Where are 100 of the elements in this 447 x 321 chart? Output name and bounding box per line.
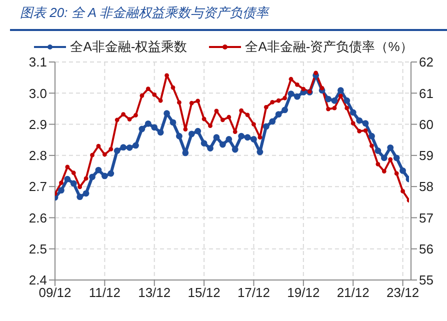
x-tick-label: 23/12 [386,285,420,300]
point [269,118,276,125]
x-tick-label: 19/12 [287,285,320,300]
point [282,106,288,114]
point [140,93,144,98]
point [370,144,374,148]
point [196,98,200,104]
x-tick-label: 13/12 [138,285,171,300]
point [376,162,380,166]
point [65,164,70,170]
point [58,187,64,194]
point [356,117,363,124]
point [226,114,232,120]
point [151,124,158,131]
point [219,141,226,148]
point [108,170,114,177]
point [350,121,356,126]
point [214,108,219,114]
y-tick-label: 2.9 [28,116,47,132]
point [188,130,195,138]
point [138,126,146,132]
point [183,127,188,132]
point [239,108,244,113]
legend-label: 全A非金融-权益乘数 [70,38,188,56]
point [189,100,194,106]
y-tick-label: 3.1 [28,54,47,70]
point [245,112,250,118]
point [288,76,294,82]
point [102,152,107,157]
point [146,86,150,91]
point [207,145,214,152]
point [252,122,256,126]
point [70,180,77,187]
point [258,135,262,140]
point [244,134,251,141]
y2-tick-label: 61 [419,86,434,101]
y-tick-label: 3.0 [28,86,47,101]
point [120,144,127,151]
point [331,97,338,104]
point [332,106,337,110]
point [82,190,90,197]
point [400,167,406,174]
point [127,117,132,122]
point [320,86,324,90]
legend-label: 全A非金融-资产负债率（%） [245,38,413,56]
point [114,148,120,154]
y2-tick-label: 57 [419,210,434,226]
y2-tick-label: 60 [419,116,434,132]
y2-tick-label: 55 [419,272,434,288]
point [200,140,208,146]
point [76,194,84,200]
point [363,128,368,133]
y2-tick-label: 59 [419,148,434,164]
x-tick-label: 09/12 [38,285,72,300]
chart-title: 图表 20: 全 A 非金融权益乘数与资产负债率 [20,4,269,22]
point [326,106,330,112]
point [270,100,275,104]
point [108,147,114,152]
point [144,120,152,127]
point [132,142,139,149]
point [134,113,138,118]
point [152,92,157,97]
point [264,104,268,110]
point [275,111,282,118]
y-tick-label: 2.6 [28,210,47,226]
x-tick-label: 15/12 [188,285,220,300]
point [213,134,220,141]
point [232,146,238,153]
point [238,132,245,140]
point [170,85,176,90]
point [262,123,270,130]
point [114,118,120,122]
point [78,184,82,190]
point [121,112,126,117]
point [374,148,382,154]
point [250,136,257,142]
point [64,176,71,182]
point [232,130,238,134]
point [182,150,189,156]
point [314,70,318,76]
point [176,132,182,140]
point [295,82,300,87]
point [208,124,212,128]
point [394,171,399,176]
point [59,180,64,186]
point [380,154,388,162]
point [202,116,206,122]
x-tick-label: 21/12 [336,285,370,300]
point [288,90,294,97]
point [301,86,306,92]
y-tick-label: 2.7 [28,179,47,194]
y-tick-label: 2.8 [28,148,47,164]
point [393,154,400,162]
point [220,118,225,122]
y-tick-label: 2.5 [28,241,47,256]
point [350,109,356,116]
y2-tick-label: 56 [419,241,434,256]
point [362,120,369,127]
point [170,119,176,126]
point [164,73,169,78]
